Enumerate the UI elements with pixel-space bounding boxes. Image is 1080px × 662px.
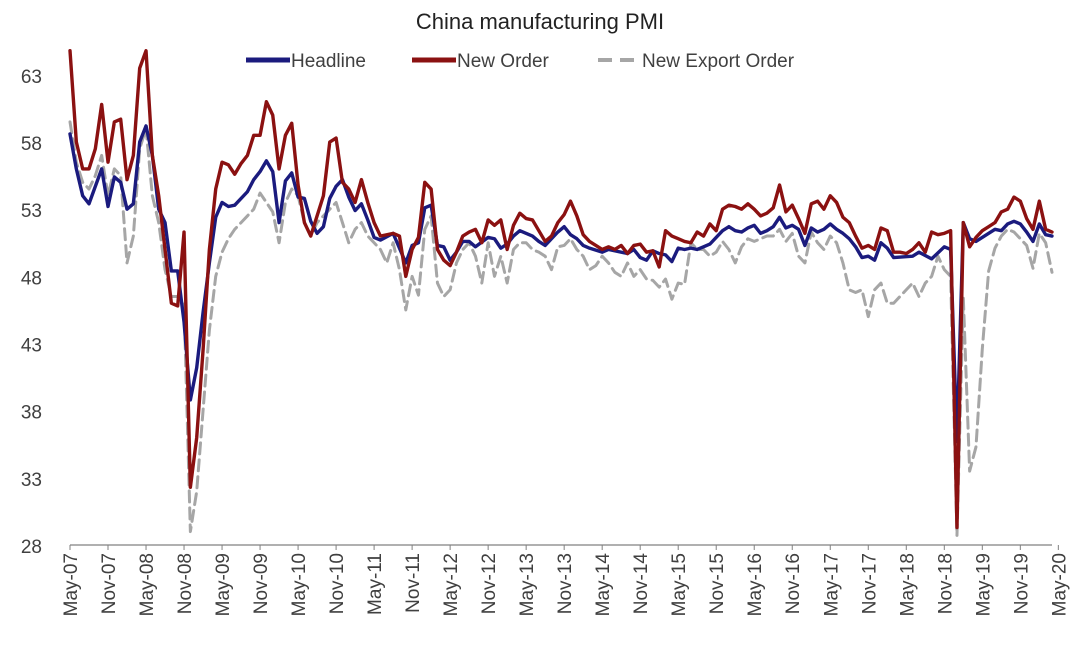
x-tick-label: Nov-11 <box>403 553 424 613</box>
x-tick-label: May-07 <box>61 553 82 616</box>
y-tick-label: 33 <box>21 470 42 491</box>
x-tick-label: May-09 <box>213 553 234 616</box>
series-line-headline <box>68 124 1054 444</box>
legend-label-new-order: New Order <box>457 51 550 72</box>
y-tick-label: 63 <box>21 67 42 88</box>
plot-series <box>68 48 1054 538</box>
y-tick-label: 53 <box>21 201 42 222</box>
x-tick-label: Nov-09 <box>251 553 272 614</box>
y-tick-label: 38 <box>21 403 42 424</box>
x-tick-label: Nov-14 <box>631 553 652 615</box>
x-tick-label: Nov-18 <box>935 553 956 614</box>
x-tick-label: Nov-13 <box>555 553 576 614</box>
x-tick-label: May-14 <box>593 553 614 617</box>
legend: Headline New Order New Export Order <box>246 51 795 72</box>
y-tick-label: 28 <box>21 537 42 558</box>
x-tick-label: Nov-15 <box>707 553 728 614</box>
x-tick-label: Nov-10 <box>327 553 348 614</box>
legend-item-headline[interactable]: Headline <box>246 51 366 72</box>
legend-item-new-export-order[interactable]: New Export Order <box>598 51 795 72</box>
x-tick-label: Nov-08 <box>175 553 196 614</box>
legend-item-new-order[interactable]: New Order <box>412 51 550 72</box>
x-tick-label: May-17 <box>821 553 842 616</box>
y-tick-label: 48 <box>21 268 42 289</box>
x-tick-label: Nov-17 <box>859 553 880 614</box>
x-tick-label: May-08 <box>137 553 158 616</box>
legend-label-new-export-order: New Export Order <box>642 51 795 72</box>
y-tick-label: 43 <box>21 336 42 357</box>
x-tick-label: May-12 <box>441 553 462 616</box>
x-tick-label: Nov-12 <box>479 553 500 614</box>
y-axis: 28 33 38 43 48 53 58 63 <box>21 67 42 558</box>
x-tick-label: Nov-19 <box>1011 553 1032 614</box>
legend-label-headline: Headline <box>291 51 366 72</box>
x-tick-label: May-13 <box>517 553 538 616</box>
x-axis: May-07 Nov-07 May-08 Nov-08 May-09 Nov-09 May-… <box>61 544 1070 617</box>
x-tick-label: May-18 <box>897 553 918 616</box>
x-tick-label: May-19 <box>973 553 994 616</box>
y-tick-label: 58 <box>21 134 42 155</box>
x-tick-label: Nov-07 <box>99 553 120 614</box>
x-tick-label: May-15 <box>669 553 690 616</box>
x-tick-label: May-11 <box>365 553 386 615</box>
series-line-new-export-order <box>68 120 1054 538</box>
x-tick-label: Nov-16 <box>783 553 804 614</box>
x-tick-label: May-20 <box>1049 553 1070 616</box>
x-tick-label: May-10 <box>289 553 310 616</box>
x-tick-label: May-16 <box>745 553 766 616</box>
series-line-new-order <box>68 48 1054 530</box>
chart-title: China manufacturing PMI <box>416 9 664 34</box>
